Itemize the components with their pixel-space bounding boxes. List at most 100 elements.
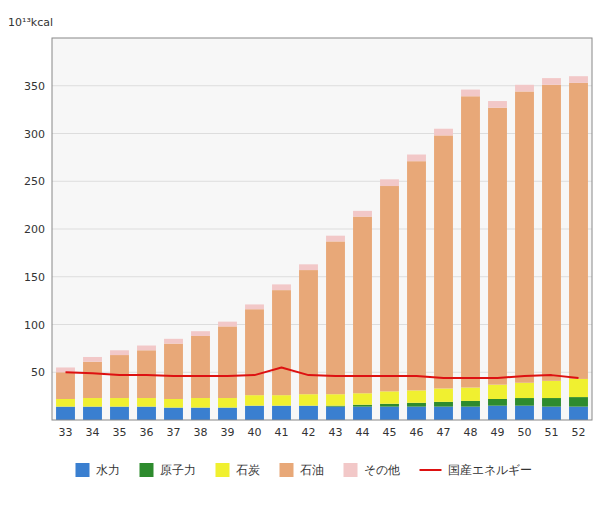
x-tick-label: 41 xyxy=(275,426,289,439)
bar xyxy=(461,96,480,387)
bar xyxy=(542,85,561,381)
bar xyxy=(83,362,102,398)
bar xyxy=(299,264,318,270)
legend-item: 国産エネルギー xyxy=(420,463,532,477)
legend-label: 原子力 xyxy=(160,463,196,477)
grid-line xyxy=(52,181,592,182)
bar xyxy=(326,236,345,242)
grid-line xyxy=(52,276,592,277)
bar xyxy=(164,408,183,420)
bar xyxy=(353,211,372,217)
legend-swatch xyxy=(344,463,358,477)
bar xyxy=(56,399,75,407)
bar xyxy=(515,85,534,92)
x-tick-label: 38 xyxy=(194,426,208,439)
grid-line xyxy=(52,229,592,230)
bar xyxy=(83,398,102,407)
bar xyxy=(569,83,588,379)
y-tick-label: 200 xyxy=(24,223,45,236)
bar xyxy=(488,385,507,399)
bar xyxy=(380,407,399,420)
bar xyxy=(380,391,399,403)
x-tick-label: 43 xyxy=(329,426,343,439)
bar xyxy=(353,405,372,407)
bar xyxy=(191,398,210,408)
grid-line xyxy=(52,85,592,86)
legend-swatch xyxy=(216,463,230,477)
y-axis-label: 10¹³kcal xyxy=(8,16,53,29)
x-tick-label: 50 xyxy=(518,426,532,439)
bar xyxy=(245,395,264,406)
legend-item: 石炭 xyxy=(216,463,260,477)
bar xyxy=(245,406,264,420)
bar xyxy=(488,101,507,108)
bar xyxy=(272,406,291,420)
bar xyxy=(515,398,534,406)
bar-series xyxy=(56,76,588,372)
bar xyxy=(137,346,156,351)
x-tick-label: 52 xyxy=(572,426,586,439)
bar xyxy=(407,390,426,402)
y-tick-label: 50 xyxy=(31,366,45,379)
line xyxy=(66,367,579,378)
legend-label: その他 xyxy=(364,463,400,477)
y-tick-label: 100 xyxy=(24,319,45,332)
bar xyxy=(515,383,534,398)
bar xyxy=(542,78,561,85)
bar xyxy=(488,406,507,420)
legend-item: 石油 xyxy=(280,463,324,477)
x-tick-label: 33 xyxy=(59,426,73,439)
bar xyxy=(218,408,237,420)
legend-label: 石炭 xyxy=(236,463,260,477)
x-tick-label: 49 xyxy=(491,426,505,439)
bar xyxy=(461,90,480,97)
bar xyxy=(299,406,318,420)
legend-label: 石油 xyxy=(300,463,324,477)
bar xyxy=(326,407,345,420)
bar xyxy=(434,129,453,136)
bar xyxy=(137,398,156,407)
bar xyxy=(326,241,345,394)
bar xyxy=(272,284,291,290)
bar xyxy=(461,388,480,401)
bar xyxy=(488,399,507,406)
legend: 水力原子力石炭石油その他国産エネルギー xyxy=(76,463,532,477)
bar xyxy=(569,379,588,397)
legend-swatch xyxy=(420,469,442,471)
grid-line xyxy=(52,324,592,325)
bar-series xyxy=(56,83,588,399)
grid xyxy=(52,86,592,373)
bar xyxy=(380,186,399,391)
y-tick-label: 350 xyxy=(24,80,45,93)
bar xyxy=(191,336,210,398)
bar xyxy=(272,395,291,406)
bar xyxy=(542,407,561,420)
chart: 5010015020025030035033343536373839404142… xyxy=(0,0,607,528)
bar xyxy=(380,179,399,186)
bar xyxy=(542,398,561,407)
bar xyxy=(83,357,102,362)
bar xyxy=(353,217,372,394)
grid-line xyxy=(52,133,592,134)
bar xyxy=(326,394,345,405)
bar xyxy=(461,407,480,420)
x-tick-label: 40 xyxy=(248,426,262,439)
plot-frame xyxy=(52,38,592,420)
y-tick-label: 250 xyxy=(24,175,45,188)
legend-swatch xyxy=(280,463,294,477)
legend-item: 原子力 xyxy=(140,463,196,477)
y-tick-label: 150 xyxy=(24,271,45,284)
bar xyxy=(542,381,561,398)
x-tick-label: 37 xyxy=(167,426,181,439)
bar xyxy=(434,407,453,420)
x-tick-label: 44 xyxy=(356,426,370,439)
bar xyxy=(218,326,237,398)
bar xyxy=(272,290,291,395)
y-tick-label: 300 xyxy=(24,128,45,141)
bar xyxy=(110,407,129,420)
legend-label: 国産エネルギー xyxy=(448,463,532,477)
bar xyxy=(407,155,426,162)
bar xyxy=(515,406,534,420)
bar xyxy=(569,397,588,407)
bar xyxy=(407,407,426,420)
